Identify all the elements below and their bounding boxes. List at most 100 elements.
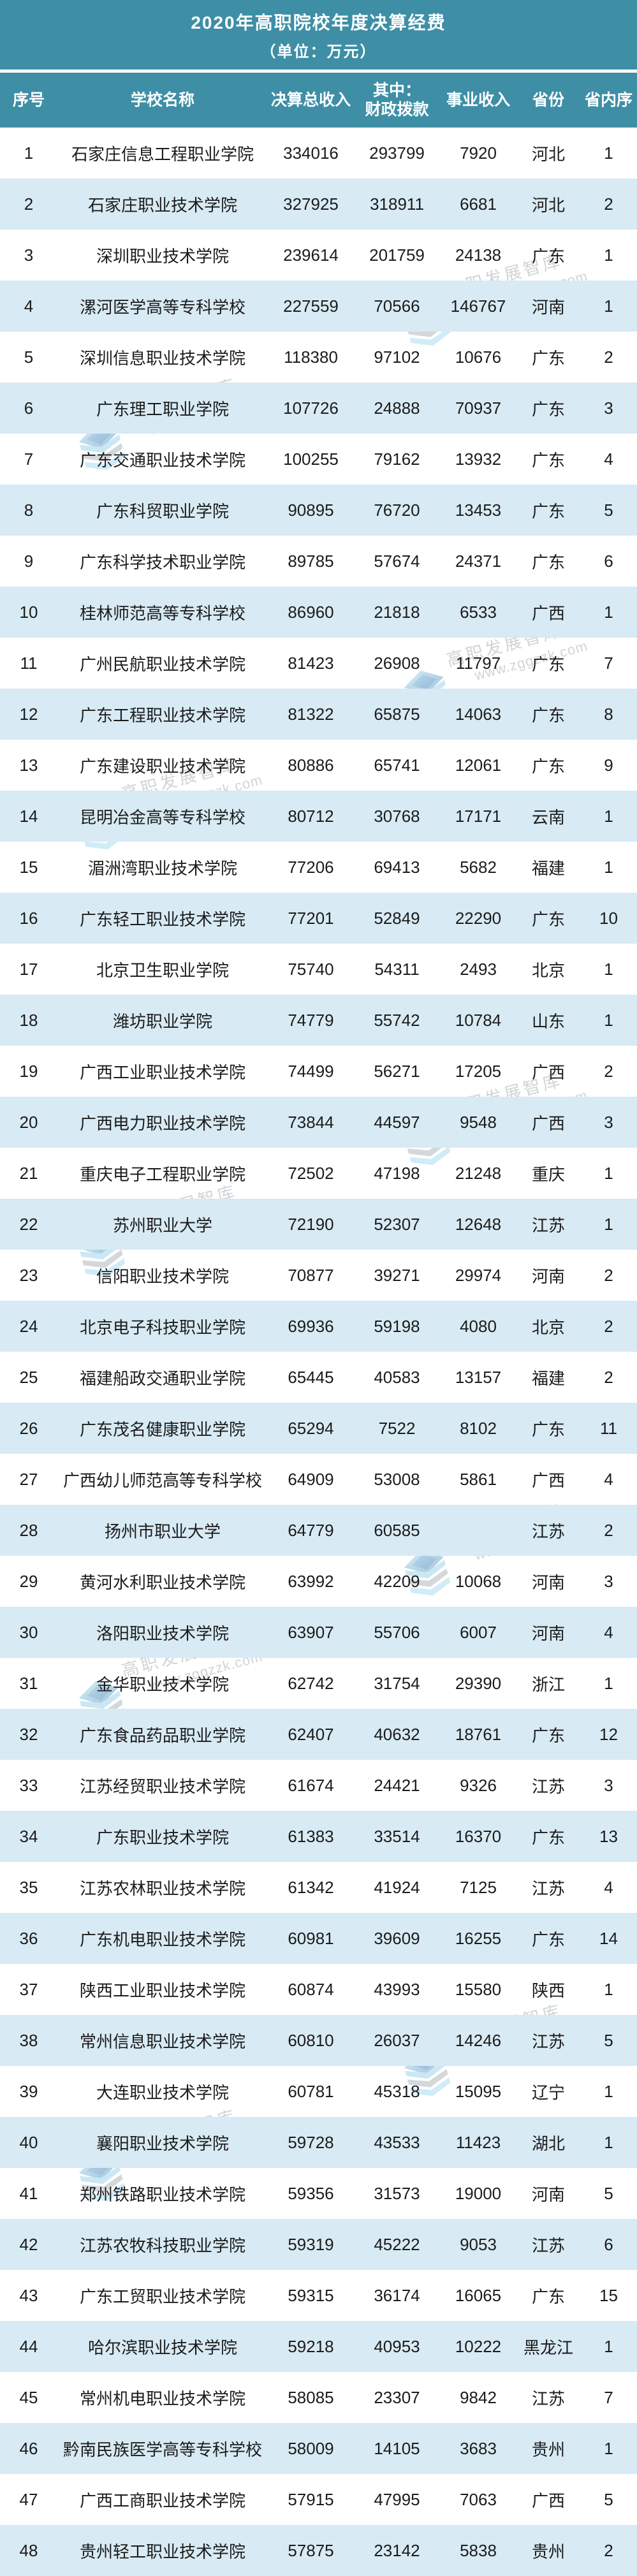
cell-fiscal-allocation: 69413: [374, 857, 420, 877]
cell-total-revenue: 62742: [288, 1673, 334, 1693]
table-row: 36 广东机电职业技术学院 60981 39609 16255 广东 14: [0, 1913, 637, 1964]
cell-fiscal-allocation: 33514: [374, 1826, 420, 1846]
cell-seq: 27: [19, 1469, 38, 1489]
cell-rank-in-province: 3: [604, 1775, 613, 1795]
column-header-line: 其中：: [372, 81, 421, 99]
cell-fiscal-allocation: 79162: [374, 449, 420, 469]
cell-fiscal-allocation: 39271: [374, 1265, 420, 1285]
cell-business-revenue: 6681: [460, 194, 497, 214]
table-row: 20 广西电力职业技术学院 73844 44597 9548 广西 3: [0, 1097, 637, 1148]
column-header-line: 事业收入: [446, 91, 510, 109]
cell-province: 广西: [531, 1062, 565, 1082]
cell-seq: 29: [19, 1571, 38, 1591]
cell-school-name: 襄阳职业技术学院: [96, 2133, 229, 2153]
cell-business-revenue: 17205: [455, 1061, 502, 1081]
cell-seq: 8: [24, 500, 34, 520]
table-row: 31 金华职业技术学院 62742 31754 29390 浙江 1: [0, 1658, 637, 1709]
cell-total-revenue: 327925: [283, 194, 339, 214]
cell-fiscal-allocation: 55742: [374, 1010, 420, 1030]
cell-total-revenue: 61383: [288, 1826, 334, 1846]
cell-seq: 13: [19, 755, 38, 775]
cell-rank-in-province: 1: [604, 1214, 613, 1234]
cell-school-name: 桂林师范高等专科学校: [79, 603, 245, 623]
cell-rank-in-province: 7: [604, 2387, 613, 2407]
cell-province: 广西: [531, 603, 565, 623]
cell-total-revenue: 61342: [288, 1877, 334, 1897]
cell-business-revenue: 146767: [450, 296, 506, 316]
cell-seq: 23: [19, 1265, 38, 1285]
cell-rank-in-province: 1: [604, 2438, 613, 2458]
cell-school-name: 广东茂名健康职业学院: [79, 1419, 245, 1439]
table-row: 5 深圳信息职业技术学院 118380 97102 10676 广东 2: [0, 332, 637, 383]
cell-rank-in-province: 1: [604, 1010, 613, 1030]
cell-province: 河北: [531, 195, 565, 215]
cell-total-revenue: 59728: [288, 2132, 334, 2152]
cell-school-name: 广西电力职业技术学院: [79, 1113, 245, 1133]
cell-rank-in-province: 12: [599, 1724, 618, 1744]
cell-school-name: 广东机电职业技术学院: [79, 1929, 245, 1949]
cell-fiscal-allocation: 65741: [374, 755, 420, 775]
cell-rank-in-province: 3: [604, 1571, 613, 1591]
table-row: 26 广东茂名健康职业学院 65294 7522 8102 广东 11: [0, 1403, 637, 1454]
cell-seq: 16: [19, 908, 38, 928]
cell-province: 重庆: [531, 1164, 565, 1184]
cell-seq: 19: [19, 1061, 38, 1081]
cell-school-name: 哈尔滨职业技术学院: [87, 2338, 237, 2357]
cell-fiscal-allocation: 24421: [374, 1775, 420, 1795]
cell-business-revenue: 5861: [460, 1469, 497, 1489]
cell-total-revenue: 57915: [288, 2489, 334, 2509]
column-header-business-revenue: 事业收入: [440, 91, 516, 110]
cell-total-revenue: 59315: [288, 2285, 334, 2305]
cell-business-revenue: 9548: [460, 1112, 497, 1132]
cell-school-name: 昆明冶金高等专科学校: [79, 807, 245, 827]
cell-total-revenue: 81322: [288, 704, 334, 724]
cell-rank-in-province: 13: [599, 1826, 618, 1846]
table-row: 9 广东科学技术职业学院 89785 57674 24371 广东 6: [0, 536, 637, 587]
cell-total-revenue: 73844: [288, 1112, 334, 1132]
cell-seq: 18: [19, 1010, 38, 1030]
cell-total-revenue: 86960: [288, 602, 334, 622]
cell-total-revenue: 89785: [288, 551, 334, 571]
cell-business-revenue: 24371: [455, 551, 502, 571]
cell-rank-in-province: 8: [604, 704, 613, 724]
cell-fiscal-allocation: 30768: [374, 806, 420, 826]
cell-total-revenue: 100255: [283, 449, 339, 469]
cell-school-name: 湄洲湾职业技术学院: [87, 858, 237, 878]
table-row: 41 郑州铁路职业技术学院 59356 31573 19000 河南 5: [0, 2168, 637, 2219]
cell-rank-in-province: 2: [604, 1520, 613, 1540]
cell-business-revenue: 10676: [455, 347, 502, 367]
cell-business-revenue: 13453: [455, 500, 502, 520]
table-row: 29 黄河水利职业技术学院 63992 42209 10068 河南 3: [0, 1556, 637, 1607]
cell-fiscal-allocation: 31573: [374, 2183, 420, 2203]
cell-province: 江苏: [531, 2389, 565, 2408]
cell-total-revenue: 64779: [288, 1520, 334, 1540]
column-header-line: 序号: [12, 91, 45, 109]
cell-rank-in-province: 1: [604, 296, 613, 316]
cell-rank-in-province: 1: [604, 1673, 613, 1693]
cell-fiscal-allocation: 26037: [374, 2030, 420, 2050]
cell-fiscal-allocation: 52307: [374, 1214, 420, 1234]
cell-rank-in-province: 2: [604, 2540, 613, 2560]
cell-school-name: 常州信息职业技术学院: [79, 2031, 245, 2051]
cell-fiscal-allocation: 42209: [374, 1571, 420, 1591]
cell-school-name: 黄河水利职业技术学院: [79, 1572, 245, 1592]
cell-business-revenue: 11423: [455, 2132, 501, 2152]
cell-seq: 9: [24, 551, 34, 571]
cell-school-name: 信阳职业技术学院: [96, 1266, 229, 1286]
cell-school-name: 江苏经贸职业技术学院: [79, 1776, 245, 1796]
cell-total-revenue: 58009: [288, 2438, 334, 2458]
cell-province: 广东: [531, 348, 565, 368]
cell-total-revenue: 74779: [288, 1010, 334, 1030]
column-header-seq: 序号: [0, 91, 57, 110]
cell-school-name: 广东交通职业技术学院: [79, 450, 245, 470]
table-row: 37 陕西工业职业技术学院 60874 43993 15580 陕西 1: [0, 1964, 637, 2015]
cell-province: 云南: [531, 807, 565, 827]
table-row: 38 常州信息职业技术学院 60810 26037 14246 江苏 5: [0, 2015, 637, 2066]
table-row: 35 江苏农林职业技术学院 61342 41924 7125 江苏 4: [0, 1862, 637, 1913]
cell-business-revenue: 5682: [460, 857, 497, 877]
cell-school-name: 深圳职业技术学院: [96, 246, 229, 266]
cell-rank-in-province: 6: [604, 2234, 613, 2254]
table-row: 10 桂林师范高等专科学校 86960 21818 6533 广西 1: [0, 587, 637, 638]
cell-province: 黑龙江: [523, 2338, 573, 2357]
table-row: 17 北京卫生职业学院 75740 54311 2493 北京 1: [0, 944, 637, 995]
